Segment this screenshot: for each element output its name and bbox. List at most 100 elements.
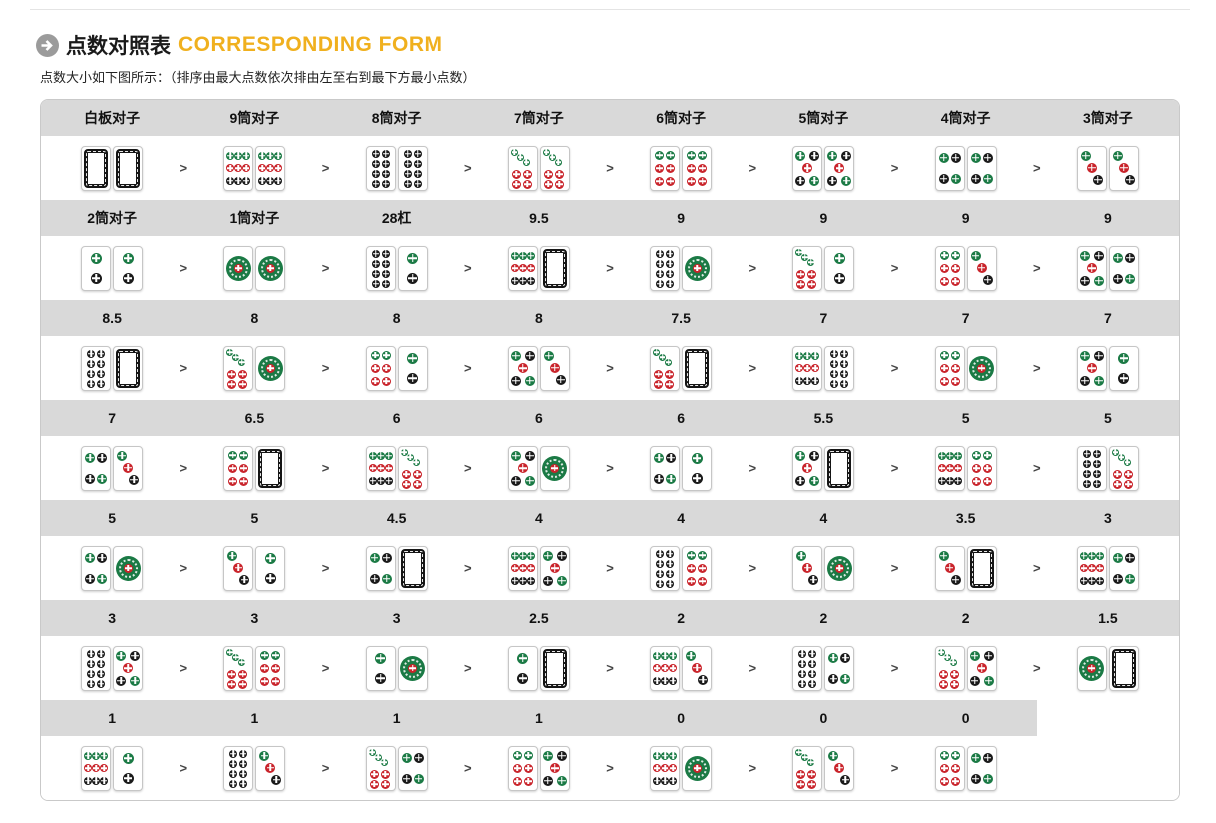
dot [938, 679, 948, 689]
dot [840, 359, 849, 368]
tile-9-dot [255, 145, 286, 191]
tile-pair-cell [183, 736, 325, 800]
tile-pair [223, 445, 286, 491]
header-cell: 4 [677, 510, 686, 526]
dot [238, 369, 248, 379]
dot [1087, 564, 1096, 572]
tile-1-dot [255, 345, 286, 391]
dot [654, 379, 664, 389]
dot [526, 576, 535, 585]
dot [92, 751, 101, 760]
dot [524, 475, 535, 486]
header-cell: 9 [961, 210, 970, 226]
dot [512, 776, 522, 786]
tile-pair-cell [752, 636, 894, 700]
dot [380, 769, 390, 779]
dot [698, 150, 708, 160]
dot [950, 152, 961, 163]
tile-pair-cell [41, 536, 183, 600]
tile-1-dot [1076, 645, 1107, 691]
dot [226, 151, 235, 160]
tile-9-dot [365, 445, 396, 491]
tile-4-dot [934, 145, 965, 191]
tile-5-dot [539, 745, 570, 791]
tile-pair-cell [895, 336, 1037, 400]
tile-1-dot [682, 745, 713, 791]
dot [227, 369, 237, 379]
dot [226, 348, 234, 356]
dot [698, 576, 708, 586]
header-cell: 3 [108, 610, 117, 626]
dot [1124, 273, 1135, 284]
tile-2-dot [1108, 345, 1139, 391]
dot [950, 763, 960, 773]
dot [1118, 372, 1130, 384]
dot [376, 464, 385, 472]
tile-pair [507, 345, 570, 391]
one-dot-ring [829, 558, 849, 578]
tile-pair-cell [752, 436, 894, 500]
tile-9-dot [507, 545, 538, 591]
greater-than-separator: > [890, 360, 899, 376]
dot [549, 563, 560, 573]
tile-8-dot [824, 345, 855, 391]
tile-pair-cell [610, 636, 752, 700]
dot [937, 648, 945, 656]
one-dot-core [692, 763, 702, 773]
dot [1086, 263, 1097, 273]
dot [970, 773, 981, 784]
dot [381, 269, 390, 278]
dot [258, 176, 267, 185]
dot [122, 752, 134, 764]
header-cell: 7 [961, 310, 970, 326]
dot [809, 150, 820, 161]
header-cell: 9.5 [529, 210, 549, 226]
header-cell: 7 [108, 410, 117, 426]
tile-pair-cell [752, 136, 894, 200]
dot [238, 358, 246, 366]
dot [554, 158, 562, 166]
tile-2-dot [397, 245, 428, 291]
dot [661, 751, 670, 760]
greater-than-separator: > [890, 260, 899, 276]
dot [510, 264, 519, 272]
dot [371, 149, 380, 158]
tile-pair-cell [895, 736, 1037, 800]
dot [809, 450, 820, 461]
tile-pair-cell [1037, 136, 1179, 200]
dot [656, 259, 665, 268]
one-dot-circle [826, 555, 852, 581]
dot [510, 564, 519, 572]
dot [234, 176, 243, 185]
tile-1-dot [113, 545, 144, 591]
dot [403, 179, 412, 188]
dot [653, 751, 662, 760]
dot [692, 662, 703, 673]
dot [413, 773, 424, 784]
greater-than-separator: > [1032, 260, 1041, 276]
dot [830, 359, 839, 368]
dot [655, 150, 665, 160]
one-dot-circle [400, 655, 426, 681]
dot [510, 148, 518, 156]
tile-pair [365, 345, 428, 391]
dot [686, 650, 697, 661]
dot [117, 450, 128, 461]
tile-2-dot [255, 545, 286, 591]
dot [228, 463, 238, 473]
tile-pair [507, 745, 570, 791]
dot [376, 476, 385, 485]
tile-pair-cell [183, 436, 325, 500]
dot [87, 369, 96, 378]
tile-pair-cell [1037, 536, 1179, 600]
white-dragon-frame [116, 348, 141, 388]
dot [97, 369, 106, 378]
dot [669, 651, 678, 660]
dot [654, 452, 665, 463]
one-dot-ring [1082, 658, 1102, 678]
dot [1124, 552, 1135, 563]
tile-8-dot [365, 245, 396, 291]
dot [939, 750, 949, 760]
dot [401, 479, 411, 489]
one-dot-circle [257, 355, 283, 381]
